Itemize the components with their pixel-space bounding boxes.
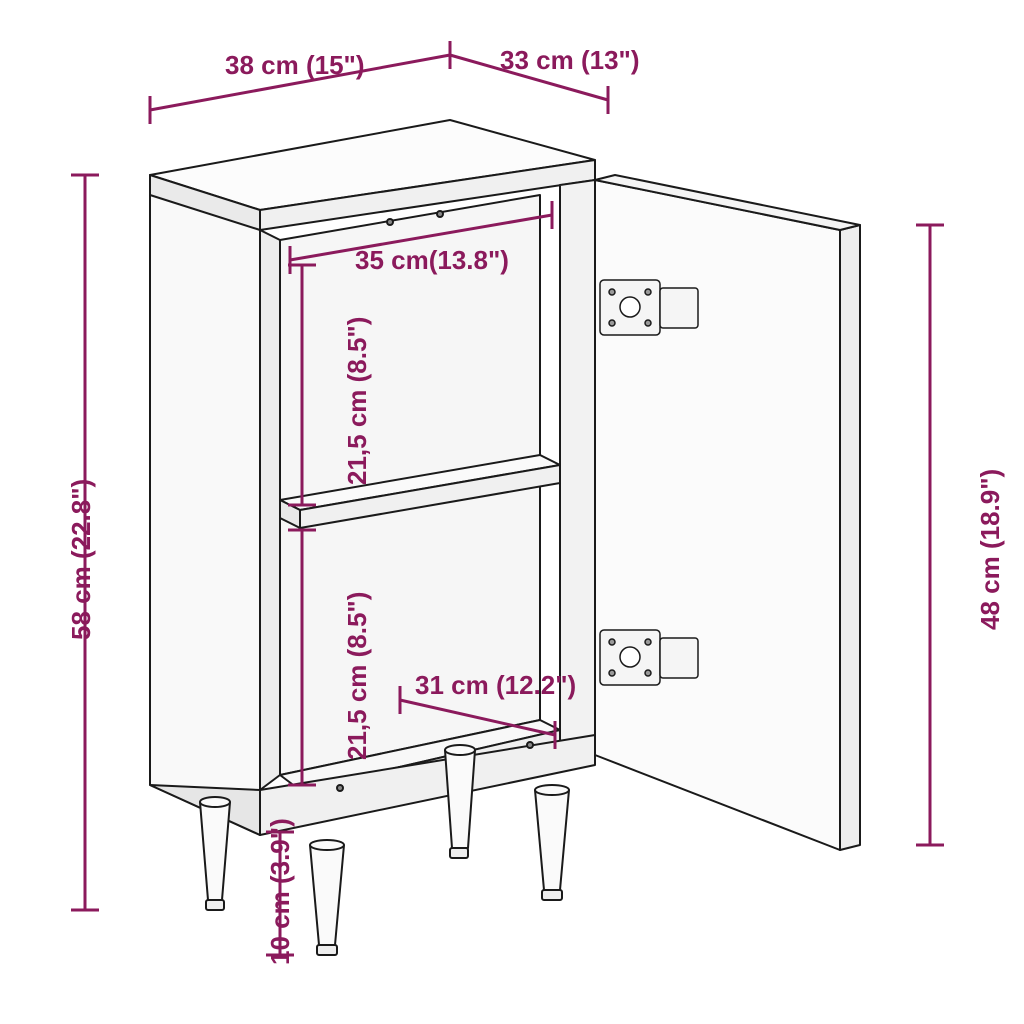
hinge-bottom (600, 630, 698, 685)
label-width: 38 cm (15") (225, 50, 365, 81)
label-inner-depth: 31 cm (12.2") (415, 670, 576, 701)
label-door-height: 48 cm (18.9") (975, 469, 1006, 630)
label-inner-width: 35 cm(13.8") (355, 245, 509, 276)
label-shelf-upper: 21,5 cm (8.5") (342, 317, 373, 485)
label-depth: 33 cm (13") (500, 45, 640, 76)
label-shelf-lower: 21,5 cm (8.5") (342, 592, 373, 760)
hinge-top (600, 280, 698, 335)
label-total-height: 58 cm (22.8") (66, 479, 97, 640)
label-leg-height: 10 cm (3.9") (265, 818, 296, 965)
dimension-diagram (0, 0, 1024, 1024)
cabinet-door (595, 175, 860, 850)
